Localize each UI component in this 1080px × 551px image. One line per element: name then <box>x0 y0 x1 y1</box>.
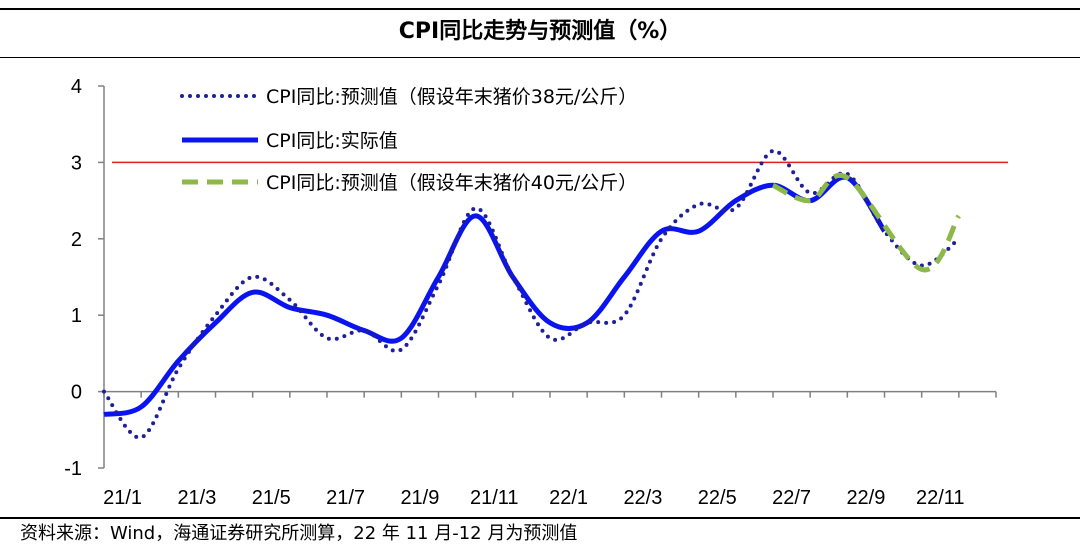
x-tick-label: 21/11 <box>470 487 519 509</box>
cpi-line-chart: -1 0 1 2 3 4 21/1 21/3 21/5 21/7 21/9 21/11 22/1 22/3… <box>64 76 1008 509</box>
top-rule <box>0 8 1080 10</box>
y-tick-label: 4 <box>71 76 82 98</box>
series-line-dashed <box>771 172 961 273</box>
x-tick-label: 22/7 <box>772 487 811 509</box>
title-rule <box>0 57 1080 58</box>
chart-axes: -1 0 1 2 3 4 21/1 21/3 21/5 21/7 21/9 21/11 22/1 22/3… <box>64 76 997 509</box>
x-tick-label: 21/5 <box>252 487 291 509</box>
y-tick-label: 3 <box>71 152 82 174</box>
chart-title: CPI同比走势与预测值（%） <box>398 19 682 44</box>
x-tick-label: 21/7 <box>326 487 365 509</box>
legend-label-dotted: CPI同比:预测值（假设年末猪价38元/公斤） <box>266 86 637 108</box>
y-tick-label: -1 <box>64 458 82 480</box>
chart-legend: CPI同比:预测值（假设年末猪价38元/公斤） CPI同比:实际值 CPI同比:预测… <box>180 86 637 194</box>
legend-label-solid: CPI同比:实际值 <box>266 130 398 152</box>
x-tick-label: 22/9 <box>846 487 885 509</box>
series-line-solid <box>103 174 887 417</box>
x-tick-label: 21/9 <box>400 487 439 509</box>
x-tick-label: 22/3 <box>623 487 662 509</box>
legend-label-dashed: CPI同比:预测值（假设年末猪价40元/公斤） <box>266 172 637 194</box>
series-group <box>102 148 961 440</box>
series-line-dotted <box>102 148 961 440</box>
y-tick-label: 1 <box>71 305 82 327</box>
x-tick-label: 22/1 <box>549 487 588 509</box>
x-tick-label: 21/1 <box>103 487 142 509</box>
source-note: 资料来源：Wind，海通证券研究所测算，22 年 11 月-12 月为预测值 <box>20 523 578 544</box>
source-rule <box>0 517 1080 519</box>
x-tick-label: 22/11 <box>916 487 965 509</box>
x-tick-label: 22/5 <box>698 487 737 509</box>
x-tick-label: 21/3 <box>177 487 216 509</box>
y-tick-label: 0 <box>71 382 82 404</box>
y-tick-label: 2 <box>71 229 82 251</box>
